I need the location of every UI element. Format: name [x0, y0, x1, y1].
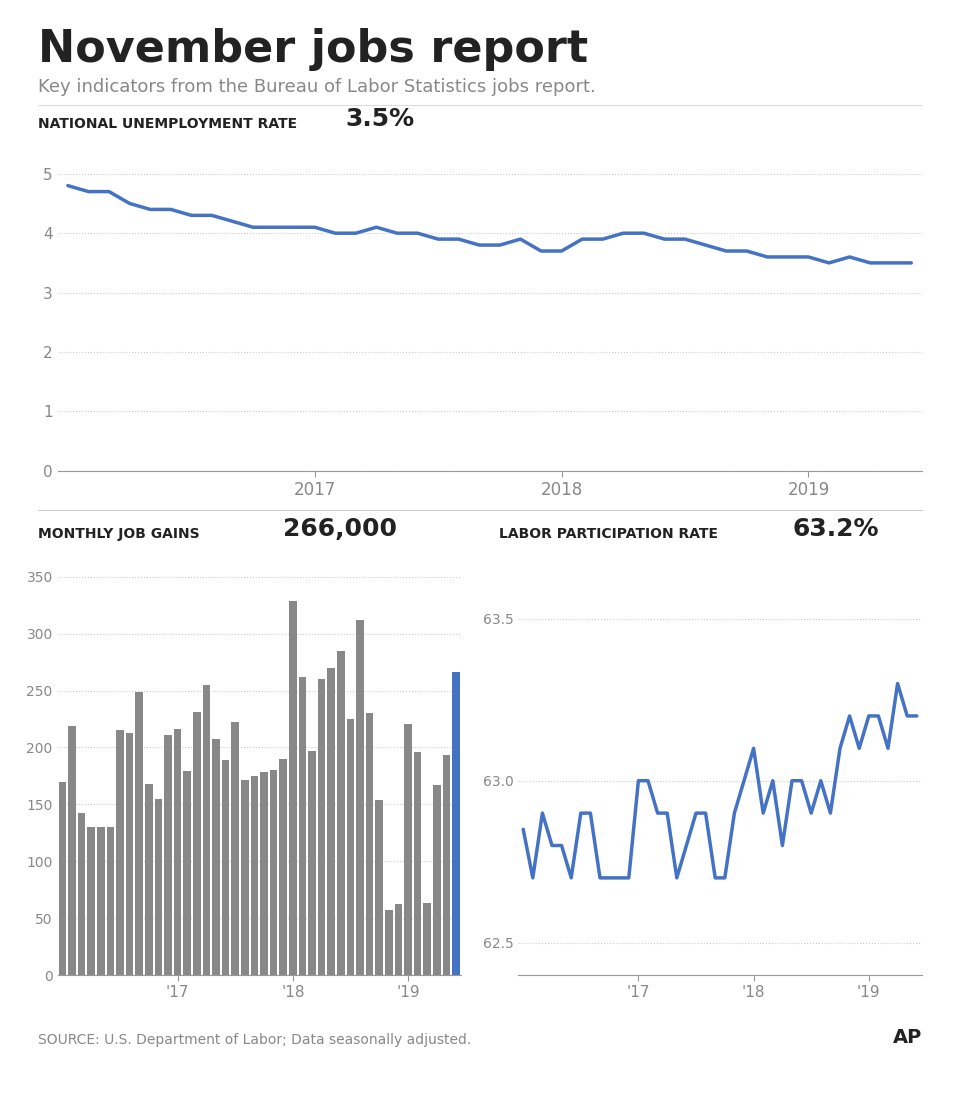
Bar: [347, 719, 354, 975]
Text: AP: AP: [893, 1028, 922, 1047]
Bar: [433, 784, 441, 975]
Bar: [385, 910, 393, 975]
Bar: [203, 685, 210, 975]
Bar: [289, 601, 297, 975]
Bar: [107, 827, 114, 975]
Bar: [155, 799, 162, 975]
Text: November jobs report: November jobs report: [38, 28, 588, 71]
Bar: [59, 781, 66, 975]
Bar: [116, 730, 124, 975]
Bar: [193, 712, 201, 975]
Bar: [145, 783, 153, 975]
Bar: [318, 679, 325, 975]
Text: LABOR PARTICIPATION RATE: LABOR PARTICIPATION RATE: [499, 526, 718, 541]
Bar: [212, 739, 220, 975]
Bar: [174, 729, 181, 975]
Bar: [443, 756, 450, 975]
Bar: [251, 776, 258, 975]
Bar: [222, 760, 229, 975]
Bar: [375, 800, 383, 975]
Bar: [183, 771, 191, 975]
Bar: [87, 827, 95, 975]
Bar: [395, 904, 402, 975]
Text: MONTHLY JOB GAINS: MONTHLY JOB GAINS: [38, 526, 200, 541]
Text: Key indicators from the Bureau of Labor Statistics jobs report.: Key indicators from the Bureau of Labor …: [38, 78, 596, 95]
Bar: [135, 691, 143, 975]
Bar: [366, 714, 373, 975]
Text: SOURCE: U.S. Department of Labor; Data seasonally adjusted.: SOURCE: U.S. Department of Labor; Data s…: [38, 1033, 471, 1047]
Text: 63.2%: 63.2%: [792, 516, 878, 541]
Bar: [164, 735, 172, 975]
Bar: [78, 813, 85, 975]
Bar: [327, 668, 335, 975]
Bar: [241, 780, 249, 975]
Bar: [260, 772, 268, 975]
Bar: [404, 724, 412, 975]
Bar: [68, 726, 76, 975]
Bar: [299, 677, 306, 975]
Bar: [270, 770, 277, 975]
Text: 3.5%: 3.5%: [346, 106, 415, 131]
Bar: [356, 620, 364, 975]
Bar: [452, 673, 460, 975]
Bar: [126, 732, 133, 975]
Bar: [308, 751, 316, 975]
Bar: [279, 759, 287, 975]
Bar: [423, 903, 431, 975]
Bar: [337, 650, 345, 975]
Text: NATIONAL UNEMPLOYMENT RATE: NATIONAL UNEMPLOYMENT RATE: [38, 116, 298, 131]
Text: 266,000: 266,000: [283, 516, 397, 541]
Bar: [97, 827, 105, 975]
Bar: [414, 752, 421, 975]
Bar: [231, 722, 239, 975]
